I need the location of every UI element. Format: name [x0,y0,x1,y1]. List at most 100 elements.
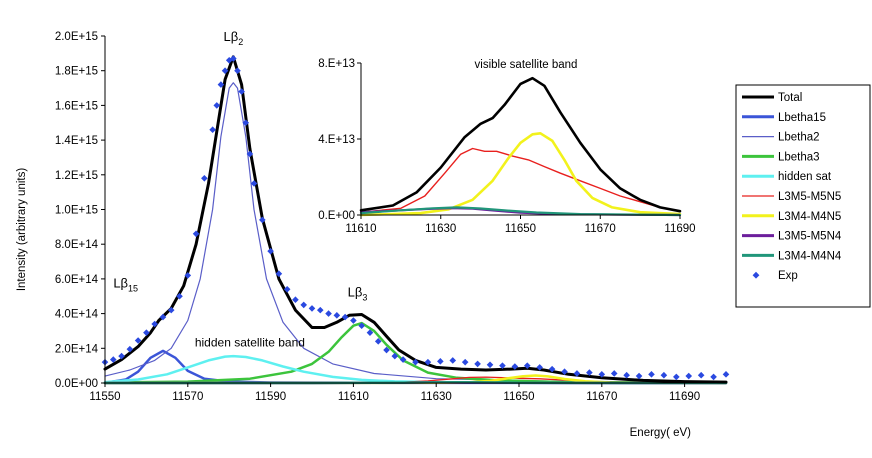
inset-x-tick-label: 11610 [345,223,376,235]
exp-point [201,174,208,182]
main-chart: 0.0E+00 2.0E+14 4.0E+14 6.0E+14 8.0E+14 1.0E+… [16,29,730,439]
exp-point [176,292,183,300]
x-tick-label: 11630 [421,391,452,403]
inset-background [361,35,690,235]
x-tick-label: 11650 [503,391,534,403]
x-tick-label: 11590 [255,391,286,403]
exp-point [366,329,374,336]
inset-chart: 0.E+00 4.E+13 8.E+13 11610 11630 11650 11670 11… [318,35,696,235]
exp-point [648,371,655,378]
inset-series-line-l3m4-m4n5 [359,132,682,217]
y-tick-label: 1.4E+15 [55,135,98,147]
annotation-lb3: Lβ3 [348,284,368,302]
exp-point [586,369,593,376]
exp-point [325,310,332,317]
exp-point [246,150,254,158]
y-tick-label: 2.0E+15 [55,31,98,43]
x-tick-label: 11690 [669,391,700,403]
exp-point [292,296,299,304]
exp-point [437,358,444,365]
exp-point [126,345,134,353]
y-tick-label: 4.0E+14 [55,309,99,321]
exp-point [623,371,630,379]
inset-y-tick-label: 8.E+13 [318,58,355,70]
inset-title: visible satellite band [475,59,578,71]
exp-point [635,372,643,380]
exp-point [358,322,365,330]
exp-point [573,370,581,377]
x-axis-label: Energy( eV) [630,427,692,439]
y-axis-label: Intensity (arbitrary units) [16,168,28,292]
legend: Total Lbetha15 Lbetha2 Lbetha3 hidden sat L3M… [735,84,871,308]
inset-x-tick-label: 11630 [425,223,456,235]
legend-item-lbetha15: Lbetha15 [742,112,826,124]
exp-point [167,306,175,314]
inset-series-line-l3m4-m4n4 [359,206,682,217]
legend-label: hidden sat [778,171,832,183]
y-tick-label: 8.0E+14 [55,239,99,251]
exp-point [275,270,283,277]
exp-point [234,67,241,74]
exp-point [474,360,481,368]
exp-point [598,371,606,378]
legend-label: Lbetha2 [778,132,820,144]
inset-series-line-l3m5-m5n5 [360,147,681,213]
exp-point [424,358,432,366]
exp-point [374,338,382,345]
legend-item-hidden-sat: hidden sat [742,171,832,183]
exp-point [316,306,324,314]
series-line-lbetha2 [104,82,727,383]
exp-point [159,313,167,321]
exp-point [213,102,221,109]
annotation-hidden: hidden satellite band [195,336,305,350]
exp-point [660,371,668,379]
legend-item-total: Total [742,92,802,104]
legend-label: L3M5-M5N5 [778,191,841,203]
exp-point [308,305,316,312]
inset-y-tick-label: 4.E+13 [318,134,355,146]
exp-point [230,55,237,62]
exp-point [697,371,705,379]
y-tick-label: 2.0E+14 [55,343,99,355]
exp-point [341,313,349,321]
legend-item-lbetha3: Lbetha3 [742,151,820,163]
x-tick-label: 11670 [586,391,617,403]
exp-point [383,346,390,354]
exp-point [333,312,341,319]
legend-label: L3M5-M5N4 [778,231,842,243]
exp-point [722,371,730,378]
annotation-lb15: Lβ15 [113,276,138,294]
legend-item-exp: Exp [752,270,798,282]
x-tick-label: 11610 [338,391,369,403]
legend-label: Lbetha3 [778,151,820,163]
exp-point [134,337,142,344]
exp-point [449,357,457,364]
inset-x-tick-label: 11690 [664,223,695,235]
legend-label: L3M4-M4N5 [778,211,841,223]
legend-label: L3M4-M4N4 [778,250,842,262]
exp-point [300,301,308,309]
inset-x-tick-label: 11650 [505,223,536,235]
exp-point [548,365,556,373]
exp-point [486,361,494,369]
exp-point [499,362,506,369]
x-tick-label: 11570 [172,391,203,403]
legend-item-l3m4-m4n5: L3M4-M4N5 [742,211,841,223]
exp-point [151,320,158,328]
exp-point [673,373,680,381]
y-tick-label: 0.0E+00 [55,378,98,390]
inset-series-line-total [359,76,682,213]
legend-item-l3m5-m5n5: L3M5-M5N5 [742,191,841,203]
legend-label: Total [778,92,802,104]
legend-label: Exp [778,270,798,282]
exp-point [710,373,717,381]
exp-point [685,372,693,380]
x-tick-label: 11550 [89,391,120,403]
legend-item-l3m4-m4n4: L3M4-M4N4 [742,250,842,262]
exp-point [109,356,117,363]
y-tick-label: 1.6E+15 [55,100,98,112]
exp-point [184,272,192,279]
exp-point [536,364,543,371]
legend-swatch [752,271,760,279]
